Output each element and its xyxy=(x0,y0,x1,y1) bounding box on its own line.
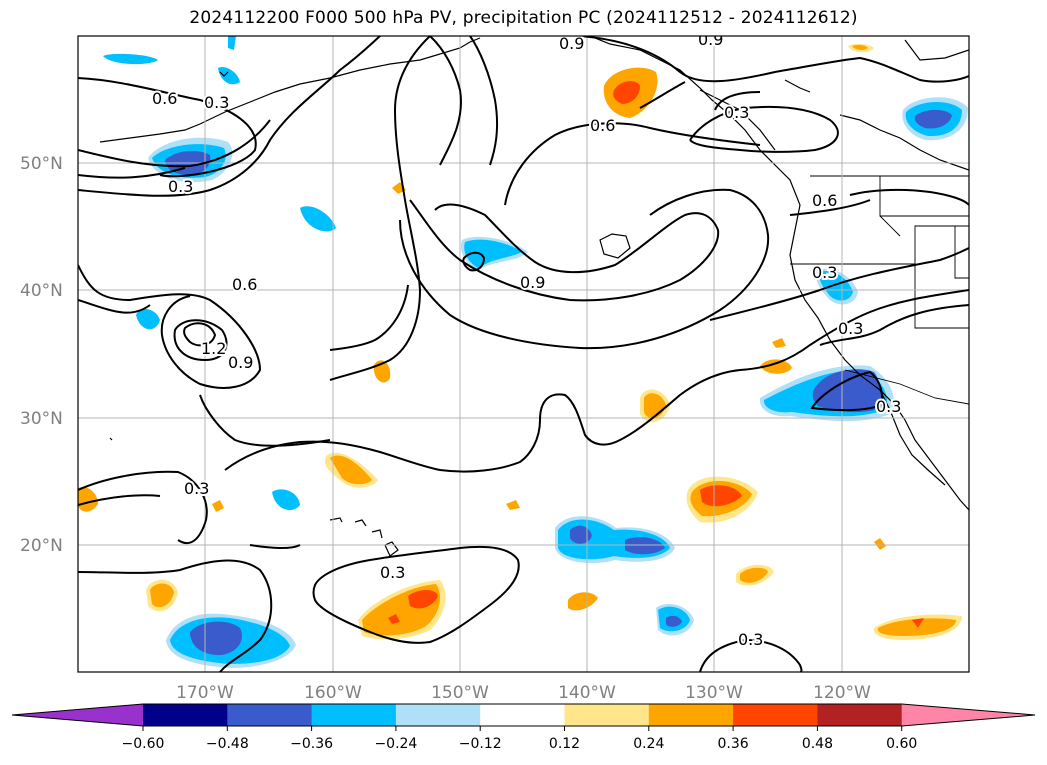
pv-contours xyxy=(78,36,969,672)
contour-label: 0.6 xyxy=(590,116,615,135)
lon-label: 160°W xyxy=(304,683,362,703)
political-borders xyxy=(790,175,969,405)
precip-pos-15n-115w xyxy=(873,614,962,640)
contour-label: 0.9 xyxy=(228,353,253,372)
colorbar-tick-label: 0.60 xyxy=(886,736,917,752)
lon-label: 150°W xyxy=(431,683,489,703)
colorbar-tick-label: −0.36 xyxy=(290,736,333,752)
precip-neg-top-left xyxy=(103,36,240,85)
colorbar-tick-label: 0.12 xyxy=(549,736,580,752)
colorbar-extend-max xyxy=(901,704,1035,726)
precip-neg-south-west xyxy=(166,613,296,668)
lon-label: 170°W xyxy=(176,683,234,703)
lon-label: 140°W xyxy=(558,683,616,703)
lat-axis-labels: 50°N 40°N 30°N 20°N xyxy=(20,154,63,556)
precip-pos-25n-130w xyxy=(686,476,758,523)
lat-label: 20°N xyxy=(20,536,63,556)
colorbar: −0.60 −0.48 −0.36 −0.24 −0.12 0.12 0.24 0.36 0.4… xyxy=(11,703,1036,752)
precip-neg-misc xyxy=(136,97,968,511)
contour-label: 0.6 xyxy=(812,191,837,210)
lat-label: 40°N xyxy=(20,281,63,301)
colorbar-segment xyxy=(395,704,481,726)
precip-neg-small-15n xyxy=(656,604,694,636)
contour-label: 0.9 xyxy=(520,273,545,292)
contour-label: 0.3 xyxy=(204,93,229,112)
colorbar-tick-label: 0.48 xyxy=(802,736,833,752)
contour-label: 0.3 xyxy=(812,263,837,282)
contour-label: 0.3 xyxy=(838,319,863,338)
gridlines xyxy=(78,36,969,672)
colorbar-segment xyxy=(480,704,565,726)
contour-label: 0.3 xyxy=(738,630,763,649)
contour-label: 0.3 xyxy=(184,479,209,498)
map-title: 2024112200 F000 500 hPa PV, precipitatio… xyxy=(189,8,858,28)
pv-contour-labels: 0.9 0.9 0.6 0.3 0.6 0.3 0.3 0.6 0.9 0.3 … xyxy=(150,30,903,651)
precip-pos-misc xyxy=(78,43,886,612)
lon-label: 130°W xyxy=(685,683,743,703)
lat-label: 30°N xyxy=(20,409,63,429)
colorbar-segment xyxy=(564,704,650,726)
colorbar-segment xyxy=(817,704,903,726)
contour-label: 0.3 xyxy=(876,397,901,416)
colorbar-segment xyxy=(648,704,734,726)
colorbar-segment xyxy=(227,704,313,726)
contour-label: 0.6 xyxy=(152,89,177,108)
colorbar-segment xyxy=(143,704,228,726)
map-frame xyxy=(77,35,970,673)
precip-pos-15n-153w xyxy=(358,580,446,640)
lon-label: 120°W xyxy=(813,683,871,703)
colorbar-tick-label: −0.12 xyxy=(459,736,502,752)
colorbar-tick-label: −0.24 xyxy=(374,736,417,752)
colorbar-extend-min xyxy=(12,704,143,726)
contour-label: 0.9 xyxy=(559,34,584,53)
lon-axis-labels: 170°W 160°W 150°W 140°W 130°W 120°W xyxy=(176,683,871,703)
precip-neg-20n-135w xyxy=(555,516,675,564)
contour-label: 0.9 xyxy=(698,30,723,49)
contour-label: 1.2 xyxy=(201,339,226,358)
colorbar-tick-label: −0.48 xyxy=(206,736,249,752)
contour-label: 0.3 xyxy=(380,563,405,582)
lat-label: 50°N xyxy=(20,154,63,174)
colorbar-segment xyxy=(733,704,818,726)
colorbar-tick-label: 0.36 xyxy=(718,736,749,752)
contour-label: 0.3 xyxy=(168,177,193,196)
colorbar-segment xyxy=(311,704,397,726)
coastlines xyxy=(99,36,969,511)
contour-label: 0.6 xyxy=(232,275,257,294)
colorbar-tick-label: 0.24 xyxy=(633,736,664,752)
colorbar-tick-label: −0.60 xyxy=(122,736,165,752)
contour-label: 0.3 xyxy=(724,103,749,122)
